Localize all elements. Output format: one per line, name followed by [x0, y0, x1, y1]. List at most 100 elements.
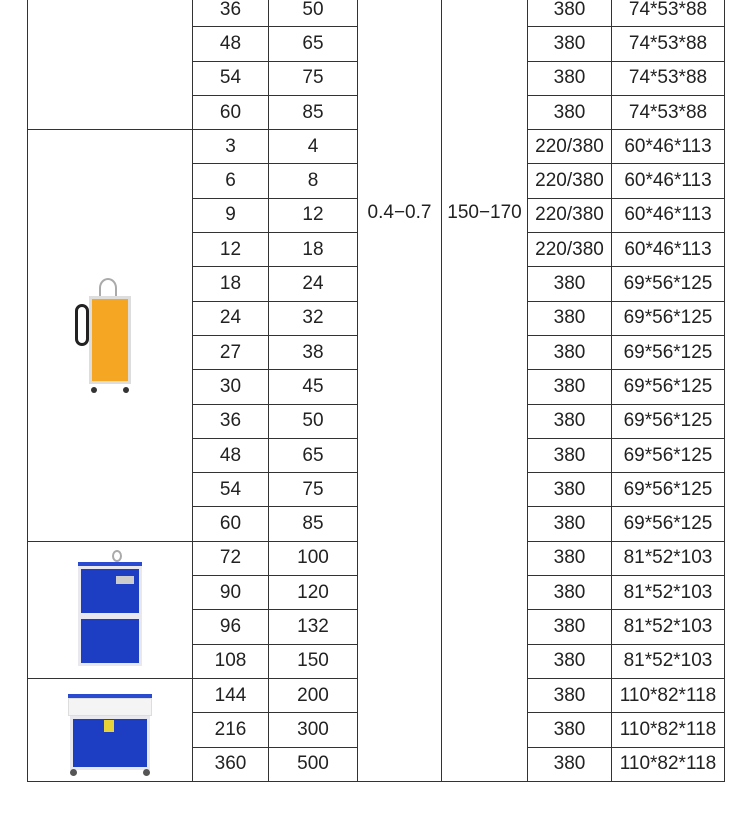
table-row: 3 4 220/380 60*46*113 [27, 129, 725, 542]
table-row: 6 8 220/380 60*46*113 [28, 163, 725, 199]
product-image-cell [27, 129, 193, 542]
power-cell: 48 [192, 437, 269, 474]
steam-output-cell: 65 [268, 26, 358, 62]
voltage-cell: 380 [527, 369, 612, 405]
power-cell: 24 [192, 300, 269, 336]
steam-output-cell: 45 [268, 369, 358, 405]
power-cell: 48 [192, 26, 269, 62]
dimensions-cell: 69*56*125 [611, 506, 725, 542]
dimensions-cell: 60*46*113 [611, 129, 725, 165]
steam-output-cell: 120 [268, 575, 358, 611]
steam-output-cell: 132 [268, 609, 358, 645]
power-cell: 18 [192, 266, 269, 302]
power-cell: 36 [192, 0, 269, 28]
dimensions-cell: 81*52*103 [611, 643, 725, 679]
table-row: 24 32 380 69*56*125 [28, 300, 725, 336]
table-row: 54 75 380 74*53*88 [28, 60, 725, 96]
dimensions-cell: 110*82*118 [611, 677, 725, 714]
voltage-cell: 380 [527, 540, 612, 577]
steam-output-cell: 18 [268, 232, 358, 268]
voltage-cell: 380 [527, 746, 612, 782]
spec-table: 36 50 0.4−0.7 150−170 380 74*53*88 48 65 380 74*5… [27, 0, 725, 782]
steam-output-cell: 100 [268, 540, 358, 577]
steam-output-cell: 12 [268, 197, 358, 234]
dimensions-cell: 74*53*88 [611, 26, 725, 62]
table-row: 96 132 380 81*52*103 [28, 609, 725, 645]
dimensions-cell: 81*52*103 [611, 540, 725, 577]
steam-output-cell: 75 [268, 60, 358, 96]
table-row: 12 18 220/380 60*46*113 [28, 232, 725, 268]
dimensions-cell: 60*46*113 [611, 163, 725, 199]
power-cell: 36 [192, 403, 269, 439]
dimensions-cell: 81*52*103 [611, 609, 725, 645]
power-cell: 96 [192, 609, 269, 645]
steam-output-cell: 85 [268, 94, 358, 131]
voltage-cell: 380 [527, 334, 612, 371]
power-cell: 72 [192, 540, 269, 577]
dimensions-cell: 110*82*118 [611, 746, 725, 782]
power-cell: 12 [192, 232, 269, 268]
table-row: 60 85 380 69*56*125 [28, 506, 725, 542]
table-row: 90 120 380 81*52*103 [28, 575, 725, 611]
voltage-cell: 380 [527, 437, 612, 474]
steam-output-cell: 500 [268, 746, 358, 782]
dimensions-cell: 110*82*118 [611, 712, 725, 748]
power-cell: 27 [192, 334, 269, 371]
power-cell: 60 [192, 94, 269, 131]
dimensions-cell: 69*56*125 [611, 334, 725, 371]
dimensions-cell: 74*53*88 [611, 60, 725, 96]
product-image-cell [27, 0, 193, 131]
dimensions-cell: 69*56*125 [611, 300, 725, 336]
steam-output-cell: 50 [268, 403, 358, 439]
voltage-cell: 380 [527, 94, 612, 131]
product-image-cell [27, 540, 193, 679]
dimensions-cell: 69*56*125 [611, 437, 725, 474]
large-blue-steam-generator-image [68, 684, 152, 776]
voltage-cell: 380 [527, 60, 612, 96]
table-row: 18 24 380 69*56*125 [28, 266, 725, 302]
pressure-cell: 0.4−0.7 [357, 0, 442, 782]
steam-output-cell: 150 [268, 643, 358, 679]
voltage-cell: 380 [527, 0, 612, 28]
power-cell: 9 [192, 197, 269, 234]
power-cell: 60 [192, 506, 269, 542]
steam-output-cell: 300 [268, 712, 358, 748]
steam-output-cell: 200 [268, 677, 358, 714]
voltage-cell: 380 [527, 575, 612, 611]
table-row: 9 12 220/380 60*46*113 [28, 197, 725, 234]
voltage-cell: 380 [527, 677, 612, 714]
table-row: 36 50 0.4−0.7 150−170 380 74*53*88 [27, 0, 725, 782]
product-image-cell [27, 677, 193, 782]
voltage-cell: 220/380 [527, 197, 612, 234]
dimensions-cell: 60*46*113 [611, 232, 725, 268]
table-row: 60 85 380 74*53*88 [28, 94, 725, 131]
steam-output-cell: 4 [268, 129, 358, 165]
power-cell: 54 [192, 472, 269, 508]
voltage-cell: 380 [527, 26, 612, 62]
power-cell: 3 [192, 129, 269, 165]
steam-output-cell: 8 [268, 163, 358, 199]
voltage-cell: 380 [527, 506, 612, 542]
voltage-cell: 380 [527, 712, 612, 748]
blue-steam-generator-image [78, 549, 142, 670]
dimensions-cell: 69*56*125 [611, 369, 725, 405]
orange-steam-generator-image [75, 277, 135, 393]
voltage-cell: 380 [527, 266, 612, 302]
dimensions-cell: 74*53*88 [611, 0, 725, 28]
dimensions-cell: 69*56*125 [611, 403, 725, 439]
dimensions-cell: 74*53*88 [611, 94, 725, 131]
steam-output-cell: 50 [268, 0, 358, 28]
power-cell: 54 [192, 60, 269, 96]
voltage-cell: 380 [527, 300, 612, 336]
table-row: 360 500 380 110*82*118 [28, 746, 725, 782]
power-cell: 360 [192, 746, 269, 782]
table-row: 30 45 380 69*56*125 [28, 369, 725, 405]
steam-output-cell: 38 [268, 334, 358, 371]
table-row: 72 100 380 81*52*103 [27, 540, 725, 679]
steam-output-cell: 32 [268, 300, 358, 336]
voltage-cell: 380 [527, 403, 612, 439]
voltage-cell: 220/380 [527, 129, 612, 165]
voltage-cell: 380 [527, 609, 612, 645]
dimensions-cell: 81*52*103 [611, 575, 725, 611]
steam-output-cell: 85 [268, 506, 358, 542]
